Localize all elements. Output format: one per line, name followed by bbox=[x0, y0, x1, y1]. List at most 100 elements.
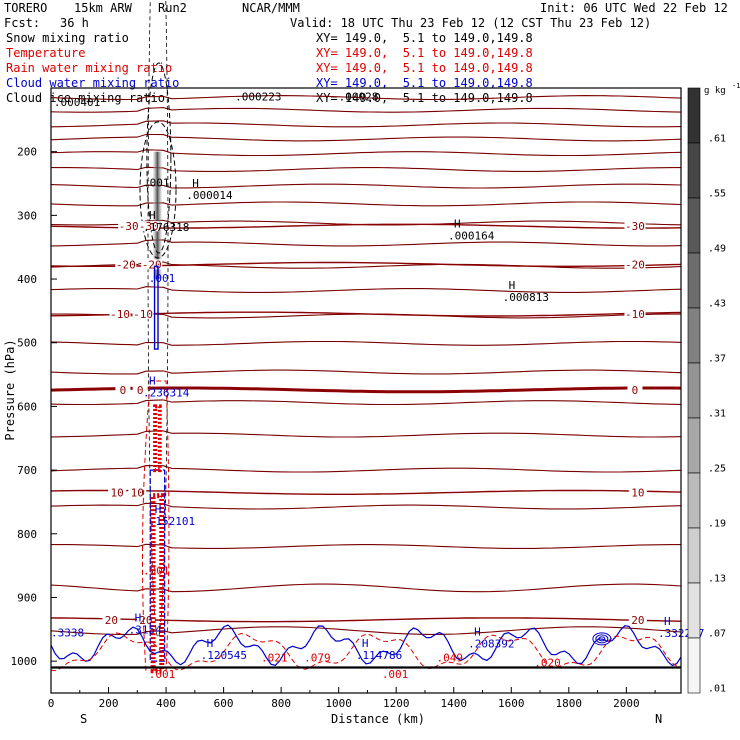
isotherm-label-bg bbox=[118, 221, 140, 232]
y-tick-label: 400 bbox=[17, 273, 37, 286]
contour-label: .021 bbox=[261, 651, 288, 664]
isotherm-label-bg bbox=[132, 309, 154, 320]
isotherm-label: -30 bbox=[625, 220, 645, 233]
isotherm-label: 20 bbox=[631, 614, 644, 627]
contour-label: .001 bbox=[382, 668, 409, 681]
theta-contour-6 bbox=[50, 183, 682, 189]
colorbar-tick-label: .55 bbox=[708, 189, 726, 200]
theta-contour-7 bbox=[50, 201, 682, 207]
colorbar-segment bbox=[687, 417, 701, 474]
isotherm-label: 0 bbox=[632, 384, 639, 397]
y-tick-label: 300 bbox=[17, 209, 37, 222]
colorbar-tick-label: .01 bbox=[708, 684, 726, 695]
contour-label: .049 bbox=[436, 651, 463, 664]
theta-contour-4 bbox=[50, 149, 682, 157]
header-center: NCAR/MMM bbox=[242, 1, 300, 15]
colorbar-segment bbox=[687, 252, 701, 309]
isotherm-label-bg bbox=[138, 221, 160, 232]
isotherm-label-bg bbox=[141, 259, 163, 270]
theta-contour-11 bbox=[50, 286, 682, 293]
marker-value: .120545 bbox=[201, 649, 247, 662]
contour-label: .001 bbox=[149, 668, 176, 681]
colorbar-segment bbox=[687, 87, 701, 144]
isotherm-label-bg bbox=[108, 487, 127, 498]
y-axis-label: Pressure (hPa) bbox=[3, 339, 17, 440]
x-axis-label: Distance (km) bbox=[331, 712, 425, 726]
x-tick-label: 1600 bbox=[498, 697, 525, 710]
y-tick-label: 700 bbox=[17, 464, 37, 477]
rain-core bbox=[150, 493, 165, 674]
isotherm-label: -20 bbox=[116, 258, 136, 271]
isotherm-label-bg bbox=[132, 384, 148, 395]
marker-symbol: H bbox=[454, 218, 461, 231]
contour-label: .020 bbox=[534, 656, 561, 669]
marker-symbol: H bbox=[474, 625, 481, 638]
isotherm-label: -30 bbox=[139, 220, 159, 233]
theta-contour-16 bbox=[50, 430, 682, 438]
isotherm-label: 10 bbox=[131, 486, 144, 499]
colorbar-segment bbox=[687, 142, 701, 199]
x-tick-label: 0 bbox=[48, 697, 55, 710]
isotherm-10 bbox=[50, 489, 682, 495]
cloud-water-lower bbox=[149, 469, 166, 662]
colorbar-tick-label: .61 bbox=[708, 134, 726, 145]
header-valid: Valid: 18 UTC Thu 23 Feb 12 (12 CST Thu … bbox=[290, 16, 652, 30]
field-xy-cloud-ice: XY= 149.0, 5.1 to 149.0,149.8 bbox=[316, 91, 533, 105]
x-tick-label: 2000 bbox=[613, 697, 640, 710]
mixing-ratio-contours bbox=[50, 265, 682, 674]
colorbar-tick-label: .19 bbox=[708, 519, 726, 530]
rain-boundary bbox=[50, 632, 682, 672]
header-init: Init: 06 UTC Wed 22 Feb 12 bbox=[540, 1, 728, 15]
isotherm-label-bg bbox=[115, 259, 137, 270]
contour-label: .000223 bbox=[235, 90, 281, 103]
colorbar-unit-exp: -1 bbox=[732, 82, 740, 90]
y-tick-label: 500 bbox=[17, 337, 37, 350]
marker-symbol: H bbox=[509, 279, 516, 292]
isotherm-label: 10 bbox=[631, 486, 644, 499]
theta-contour-19 bbox=[51, 543, 681, 549]
theta-contour-2 bbox=[50, 120, 682, 128]
isotherm-label-bg bbox=[136, 614, 155, 625]
marker-value: .000164 bbox=[448, 230, 495, 243]
isotherm-20 bbox=[50, 617, 682, 623]
header-resolution: 15km ARW bbox=[74, 1, 132, 15]
isotherm-label: 10 bbox=[111, 486, 124, 499]
cloud-water-cell bbox=[595, 634, 609, 644]
y-tick-label: 800 bbox=[17, 528, 37, 541]
field-name-cloud-ice: Cloud ice mixing ratio bbox=[6, 91, 165, 105]
isotherm-label: -10 bbox=[110, 308, 130, 321]
marker-symbol: H bbox=[149, 209, 156, 222]
marker-symbol: H bbox=[149, 374, 156, 387]
isotherm-label: -20 bbox=[142, 258, 162, 271]
theta-contour-1 bbox=[50, 107, 682, 113]
theta-contour-5 bbox=[51, 166, 681, 172]
cloud-water-cell bbox=[592, 632, 612, 646]
theta-contour-13 bbox=[50, 340, 682, 346]
theta-contour-20 bbox=[50, 583, 682, 593]
theta-contour-17 bbox=[50, 465, 682, 473]
theta-contour-21 bbox=[50, 626, 682, 635]
colorbar-tick-label: .49 bbox=[708, 244, 726, 255]
isotherm--30 bbox=[50, 223, 682, 229]
isotherm-label-bg bbox=[102, 614, 121, 625]
header-model: TORERO bbox=[4, 1, 48, 15]
theta-contour-10 bbox=[50, 261, 682, 269]
colorbar-segment bbox=[687, 362, 701, 419]
isotherm-label: 0 bbox=[120, 384, 127, 397]
field-name-snow: Snow mixing ratio bbox=[6, 31, 129, 45]
colorbar-tick-label: .37 bbox=[708, 354, 726, 365]
field-xy-temperature: XY= 149.0, 5.1 to 149.0,149.8 bbox=[316, 46, 533, 60]
theta-contour-3 bbox=[50, 133, 682, 142]
x-tick-label: 200 bbox=[99, 697, 119, 710]
contour-label: .3338 bbox=[51, 627, 84, 640]
isotherm-label: -30 bbox=[119, 220, 139, 233]
marker-value: .000813 bbox=[503, 291, 549, 304]
isotherm-label-bg bbox=[624, 221, 646, 232]
isotherm-label: 0 bbox=[137, 384, 144, 397]
cloud-water-upper bbox=[153, 265, 159, 350]
field-name-cloud-water: Cloud water mixing ratio bbox=[6, 76, 180, 90]
colorbar-tick-label: .25 bbox=[708, 464, 726, 475]
theta-contour-14 bbox=[50, 369, 682, 375]
